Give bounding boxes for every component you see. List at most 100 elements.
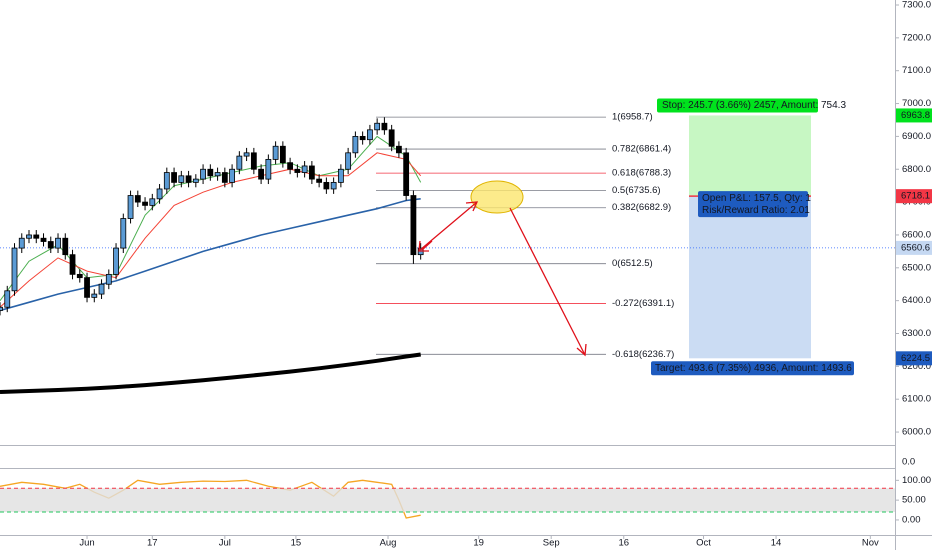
candle-body (0, 306, 3, 311)
candle-body (98, 283, 105, 295)
x-tick-label: Oct (696, 538, 711, 549)
x-tick-label: 16 (618, 538, 629, 549)
candle-body (207, 168, 214, 177)
price-tag-label: 6963.8 (901, 110, 930, 121)
x-tick-label: 14 (771, 538, 782, 549)
candle-body (62, 237, 69, 256)
stop-label: Stop: 245.7 (3.66%) 2457, Amount: 754.3 (662, 100, 846, 111)
highlight-ellipse (470, 180, 524, 214)
candle-body (330, 181, 337, 190)
fib-label: 0.782(6861.4) (612, 144, 671, 155)
candle-body (229, 168, 235, 183)
candle-body (134, 195, 141, 203)
price-tag (896, 189, 932, 204)
pnl-label-bg (698, 191, 808, 218)
x-tick-label: Jul (219, 538, 231, 549)
x-tick-label: Sep (543, 538, 560, 549)
oscillator-band (0, 488, 895, 513)
moving-average (0, 352, 421, 394)
candle-body (69, 254, 76, 275)
candle-body (337, 168, 344, 183)
arrows (418, 201, 587, 357)
y-tick-label: 100.00 (902, 475, 931, 486)
candle-body (258, 168, 265, 180)
price-tag (896, 351, 932, 366)
candle-body (192, 178, 199, 183)
arrow (419, 201, 478, 251)
target-label-bg (651, 361, 854, 376)
x-tick-label: Aug (380, 538, 397, 549)
fib-label: 0.618(6788.3) (612, 168, 671, 179)
arrow (509, 207, 586, 356)
candle-body (4, 290, 11, 308)
x-tick-label: Nov (862, 538, 879, 549)
price-tag-label: 6560.6 (901, 242, 930, 253)
candle-body (142, 201, 148, 206)
candle-body (214, 172, 221, 177)
candle-body (156, 188, 163, 200)
candle-body (345, 152, 352, 170)
y-tick-label: 7200.0 (902, 32, 931, 43)
y-tick-label: 7000.0 (902, 98, 931, 109)
candle-body (396, 145, 402, 154)
candle-body (243, 152, 250, 157)
candle-body (76, 273, 83, 279)
candle-body (352, 135, 359, 154)
y-tick-label: 50.00 (902, 495, 926, 506)
stop-label-bg (657, 98, 818, 113)
y-tick-label: 0.00 (902, 514, 921, 525)
price-tag (896, 108, 932, 123)
candle-body (272, 145, 279, 160)
y-tick-label: 6200.0 (902, 361, 931, 372)
candle-body (91, 293, 98, 298)
candle-body (127, 195, 134, 219)
fib-label: 0.5(6735.6) (612, 185, 661, 196)
oscillator-line (0, 479, 421, 519)
arrow-head (576, 343, 587, 357)
price-tag (896, 240, 932, 255)
price-tag-label: 6224.5 (901, 353, 930, 364)
annotations (418, 180, 587, 357)
fib-label: 0(6512.5) (612, 258, 653, 269)
candle-body (11, 247, 18, 292)
candle-body (287, 162, 294, 170)
candle-body (374, 122, 381, 131)
loss-zone (689, 196, 811, 359)
candle-body (316, 178, 323, 183)
y-tick-label: 7300.0 (902, 0, 931, 11)
candle-body (40, 237, 47, 242)
candle-body (366, 129, 373, 141)
y-tick-label: 6300.0 (902, 328, 931, 339)
fib-label: -0.618(6236.7) (612, 349, 674, 360)
candle-body (250, 152, 257, 170)
candle-body (359, 135, 366, 141)
candle-body (200, 168, 206, 180)
candle-body (308, 165, 315, 180)
candle-body (403, 152, 410, 196)
candle-body (301, 165, 308, 173)
candle-body (178, 175, 185, 183)
fib-label: -0.272(6391.1) (612, 298, 674, 309)
x-tick-label: 15 (291, 538, 302, 549)
candle-body (105, 273, 112, 285)
arrow-head (465, 201, 479, 212)
candle-body (33, 234, 40, 239)
candle-body (18, 237, 25, 249)
candle-body (47, 241, 54, 249)
candle-body (388, 129, 395, 147)
fib-label: 1(6958.7) (612, 112, 653, 123)
y-tick-label: 6100.0 (902, 394, 931, 405)
candle-body (410, 195, 417, 256)
y-tick-label: 6600.0 (902, 229, 931, 240)
profit-zone (689, 115, 811, 197)
candle-body (171, 172, 177, 183)
candle-body (221, 172, 228, 183)
x-tick-label: 17 (147, 538, 158, 549)
x-tick-label: 19 (473, 538, 484, 549)
y-tick-label: 6500.0 (902, 262, 931, 273)
candle-body (236, 155, 243, 170)
candle-body (149, 198, 156, 206)
candle-body (294, 168, 301, 173)
candle-body (26, 234, 32, 239)
